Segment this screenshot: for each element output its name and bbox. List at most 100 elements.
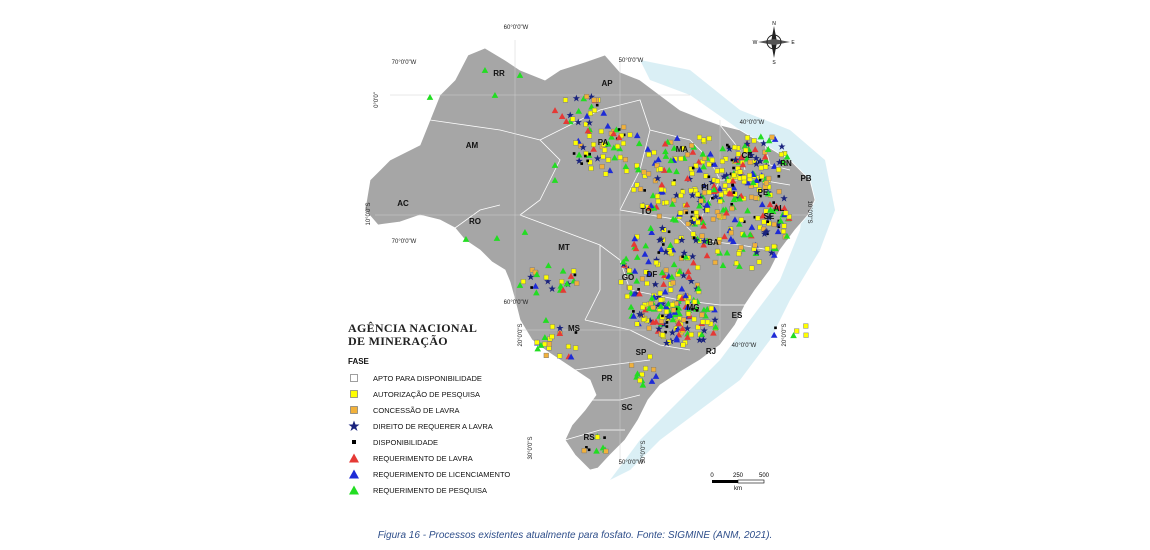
triangle-red-marker — [679, 325, 686, 332]
coordinate-label: 70°0'0"W — [392, 239, 417, 245]
coordinate-label: 30°0'0"S — [528, 436, 534, 459]
square-white-icon — [348, 372, 360, 384]
square-yellow-marker — [688, 332, 694, 338]
legend-item-label: REQUERIMENTO DE LICENCIAMENTO — [373, 469, 511, 479]
square-yellow-marker — [634, 163, 640, 169]
star-navy-marker — [743, 140, 751, 148]
square-black-marker — [673, 179, 676, 182]
triangle-green-marker — [633, 277, 641, 284]
star-navy-marker — [654, 293, 663, 301]
coordinate-label: 40°0'0"W — [740, 120, 765, 126]
triangle-red-marker — [661, 140, 669, 147]
square-black-marker — [695, 309, 699, 312]
square-yellow-marker — [549, 334, 555, 340]
square-yellow-marker — [534, 339, 540, 345]
triangle-blue-marker — [729, 238, 737, 245]
star-navy-marker — [556, 324, 564, 332]
square-black-marker — [674, 307, 678, 311]
square-yellow-marker — [634, 321, 640, 327]
square-black-marker — [691, 166, 695, 170]
square-orange-marker — [763, 180, 769, 186]
square-yellow-marker — [738, 217, 744, 223]
triangle-blue-marker — [532, 282, 539, 289]
triangle-green-marker — [642, 242, 650, 249]
state-label-am: AM — [466, 141, 479, 150]
triangle-red-marker — [710, 182, 718, 189]
square-yellow-marker — [617, 154, 623, 160]
legend-item: DISPONIBILIDADE — [348, 434, 510, 450]
triangle-green-marker — [696, 202, 703, 209]
square-black-marker — [691, 307, 694, 311]
triangle-green-marker — [712, 323, 719, 330]
star-navy-marker — [756, 157, 764, 165]
square-yellow-marker — [709, 157, 715, 163]
star-navy-marker — [572, 94, 580, 102]
square-yellow-marker — [794, 328, 800, 334]
square-yellow-marker — [657, 290, 663, 296]
square-black-marker — [586, 159, 589, 163]
triangle-red-marker — [630, 240, 638, 247]
square-orange-marker — [584, 93, 590, 100]
coordinate-label: 10°0'0"S — [366, 202, 372, 225]
square-black-marker — [584, 154, 587, 158]
triangle-blue-marker — [770, 251, 778, 258]
square-black-marker — [572, 152, 576, 155]
square-yellow-marker — [543, 274, 549, 280]
square-black-marker — [661, 243, 665, 246]
square-yellow-marker — [691, 316, 697, 322]
triangle-red-marker — [729, 177, 737, 184]
triangle-green-marker — [639, 381, 647, 388]
square-black-marker — [766, 232, 769, 236]
square-black-icon — [348, 436, 360, 448]
square-orange-marker — [776, 189, 782, 195]
square-yellow-marker — [655, 198, 661, 204]
triangle-red-marker — [563, 118, 570, 125]
square-yellow-marker — [778, 151, 784, 158]
square-black-marker — [742, 220, 746, 224]
triangle-red-marker — [660, 280, 667, 287]
state-label-df: DF — [647, 270, 658, 279]
star-navy-marker — [692, 236, 700, 244]
coordinate-label: 20°0'0"S — [782, 323, 788, 346]
triangle-green-marker — [551, 176, 559, 183]
triangle-red-marker — [551, 107, 559, 114]
triangle-green-marker — [635, 166, 642, 173]
star-navy-marker — [688, 191, 697, 199]
triangle-green-marker — [563, 280, 571, 287]
legend-item-label: APTO PARA DISPONIBILIDADE — [373, 373, 482, 383]
square-yellow-marker — [781, 223, 787, 229]
square-yellow-marker — [756, 187, 762, 193]
triangle-green-marker — [780, 158, 787, 165]
star-navy-marker — [678, 236, 686, 244]
triangle-blue-marker — [771, 162, 778, 169]
star-navy-marker — [711, 316, 719, 324]
square-orange-marker — [646, 171, 652, 177]
square-yellow-marker — [644, 280, 650, 286]
star-navy-marker — [668, 328, 677, 336]
legend-item: REQUERIMENTO DE LAVRA — [348, 450, 510, 466]
square-yellow-marker — [759, 173, 765, 179]
triangle-green-marker — [777, 217, 784, 224]
star-navy-marker — [654, 174, 662, 182]
triangle-blue-marker — [673, 334, 680, 341]
legend-item: REQUERIMENTO DE PESQUISA — [348, 482, 510, 498]
star-navy-marker — [761, 228, 769, 236]
square-yellow-marker — [602, 147, 608, 153]
square-black-marker — [732, 166, 735, 170]
coordinate-label: 70°0'0"W — [392, 60, 417, 66]
square-orange-marker — [712, 259, 718, 265]
triangle-blue-marker — [667, 312, 674, 318]
legend-item-label: REQUERIMENTO DE PESQUISA — [373, 485, 488, 495]
square-yellow-marker — [737, 169, 743, 175]
triangle-green-marker — [736, 195, 744, 202]
square-yellow-marker — [731, 172, 737, 178]
square-black-marker — [665, 325, 669, 328]
square-yellow-marker — [573, 345, 579, 351]
triangle-red-marker — [727, 190, 735, 197]
triangle-green-marker — [647, 224, 655, 231]
triangle-green-marker — [722, 206, 730, 213]
triangle-blue-marker — [657, 246, 665, 252]
square-black-marker — [758, 178, 762, 182]
state-label-rr: RR — [493, 69, 505, 78]
square-orange-marker — [581, 448, 587, 454]
